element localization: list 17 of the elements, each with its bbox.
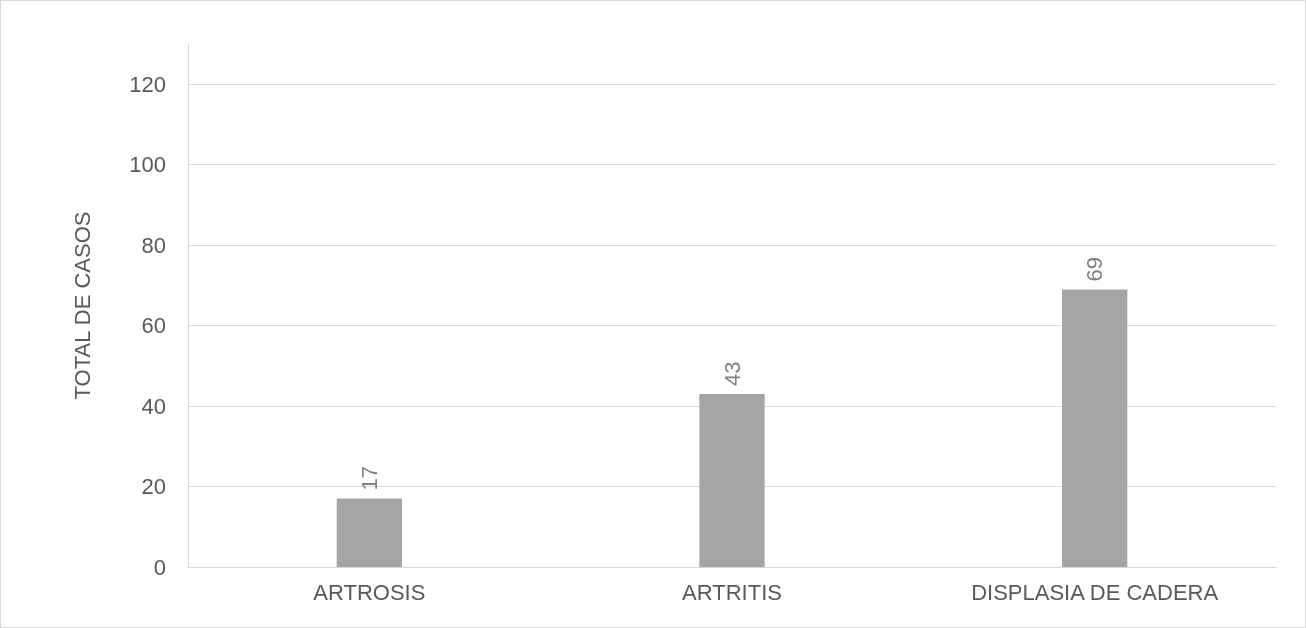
bar xyxy=(1062,289,1128,567)
y-tick-label: 100 xyxy=(129,152,166,178)
bar xyxy=(336,498,402,567)
y-tick-label: 120 xyxy=(129,71,166,97)
y-tick-label: 80 xyxy=(141,232,166,258)
data-label: 69 xyxy=(1082,256,1108,282)
y-tick-label: 20 xyxy=(141,474,166,500)
x-tick-label: ARTROSIS xyxy=(313,579,426,605)
x-tick-label: ARTRITIS xyxy=(682,579,782,605)
x-tick-label: DISPLASIA DE CADERA xyxy=(971,579,1219,605)
y-tick-label: 40 xyxy=(141,393,166,419)
data-label: 43 xyxy=(719,361,745,387)
bar xyxy=(699,394,765,567)
data-label: 17 xyxy=(356,466,382,491)
y-axis-title: TOTAL DE CASOS xyxy=(69,211,95,400)
y-tick-label: 0 xyxy=(153,554,166,580)
y-tick-label: 60 xyxy=(141,313,166,339)
